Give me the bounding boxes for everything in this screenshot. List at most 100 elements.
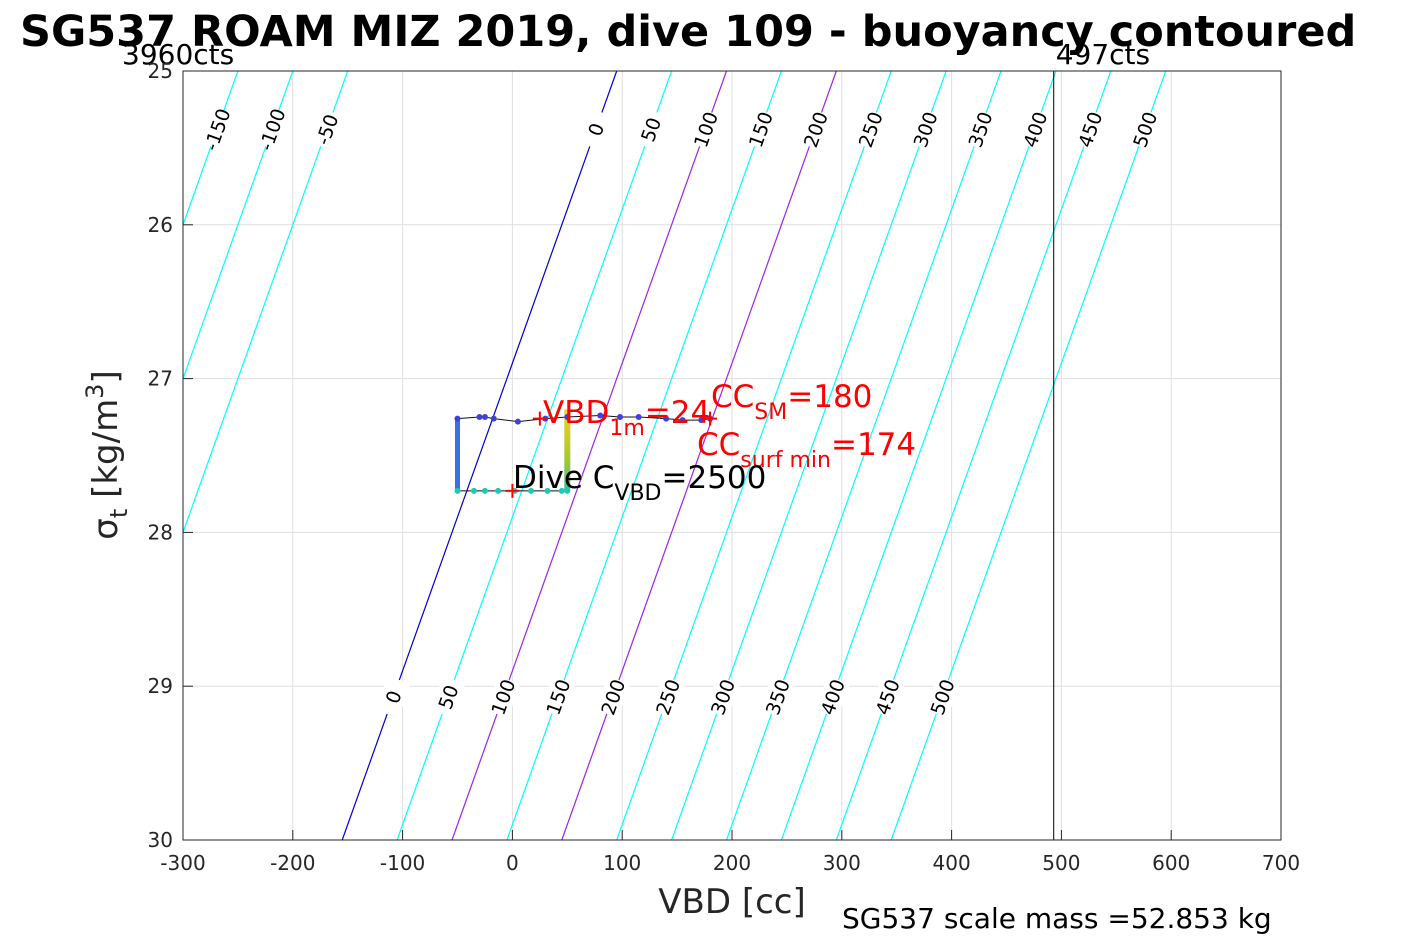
- contour-label-bottom: 300: [707, 677, 740, 719]
- buoyancy-contours: [0, 71, 1167, 840]
- cc-surf-main: CC: [697, 427, 740, 463]
- contour-line-500: [890, 71, 1167, 840]
- count-label: 3960cts: [122, 38, 234, 71]
- contour-line-100: [451, 71, 728, 840]
- contour-label-top: 350: [965, 109, 998, 151]
- contour-label-bottom: 100: [488, 677, 521, 719]
- contour-line--300: [0, 71, 73, 840]
- y-axis-label-sub: t: [105, 509, 133, 518]
- x-tick-label: 600: [1152, 851, 1190, 875]
- contour-label-bg: [815, 675, 850, 718]
- cc-sm-annotation: CCSM=180: [711, 379, 872, 425]
- contour-label-bg: [760, 675, 795, 718]
- contour-label-top: 200: [800, 109, 833, 151]
- contour-label-bg: [907, 108, 943, 151]
- contour-line--350: [0, 71, 18, 840]
- y-tick-label: 30: [148, 828, 173, 852]
- contour-label-bg: [1017, 108, 1053, 151]
- contour-label-bg: [485, 675, 521, 718]
- contour-label-bottom: 450: [872, 677, 905, 719]
- contour-line-0: [341, 71, 618, 840]
- x-tick-label: -300: [160, 851, 205, 875]
- track-point-upper: [454, 415, 461, 422]
- x-axis-label: VBD [cc]: [658, 882, 806, 922]
- cc-surf-min-annotation: CCsurf min=174: [697, 427, 916, 473]
- contour-label-bg: [199, 108, 235, 151]
- contour-label-bg: [309, 108, 345, 151]
- cc-surf-sub: surf min: [740, 448, 831, 473]
- contour-label-bg: [924, 675, 960, 718]
- contour-label-bg: [254, 108, 290, 151]
- scale-mass-footer: SG537 scale mass =52.853 kg: [842, 902, 1272, 935]
- contour-label-bg: [375, 675, 411, 718]
- y-tick-label: 28: [148, 520, 173, 544]
- contour-label-top: -150: [200, 106, 235, 154]
- count-label: 497cts: [1056, 38, 1150, 71]
- track-point-lower: [495, 487, 502, 494]
- contour-label-bg: [430, 675, 466, 718]
- contour-label-bottom: 250: [652, 677, 685, 719]
- y-ticks: 25 26 27 28 29 30: [148, 59, 193, 852]
- contour-line-50: [396, 71, 673, 840]
- count-lines: 497cts 3960cts: [122, 38, 1150, 840]
- track-point-upper: [698, 417, 705, 424]
- track-point-upper: [617, 414, 624, 421]
- contour-label-top: 500: [1129, 109, 1162, 151]
- y-tick-label: 29: [148, 674, 173, 698]
- track-point-upper: [476, 414, 483, 421]
- contour-label-top: 150: [745, 109, 778, 151]
- contour-label-top: 400: [1020, 109, 1053, 151]
- contour-label-bg: [870, 675, 905, 718]
- contour-label-bg: [1127, 108, 1163, 151]
- cc-sm-sub: SM: [754, 400, 787, 425]
- x-ticks: -300 -200 -100 0 100 200 300 400 500 600 700: [160, 830, 1300, 875]
- track-point-lower: [544, 487, 551, 494]
- track-point-upper: [597, 412, 604, 419]
- track-point-lower: [564, 487, 571, 494]
- dive-cvbd-sub: VBD: [614, 481, 661, 506]
- contour-label-bg: [962, 108, 998, 151]
- contour-label-top: 100: [690, 109, 723, 151]
- dive-cvbd-main: Dive C: [513, 460, 614, 496]
- dive-cvbd-annotation: Dive CVBD=2500: [513, 460, 766, 506]
- contour-label-top: -100: [255, 106, 290, 154]
- track-point-upper: [481, 414, 488, 421]
- x-tick-label: 100: [603, 851, 641, 875]
- y-axis-label-sup: 3: [81, 384, 109, 399]
- track-point-lower: [481, 487, 488, 494]
- y-tick-label: 27: [148, 367, 173, 391]
- contour-label-top: 450: [1074, 109, 1107, 151]
- contour-label-bg: [688, 108, 724, 151]
- y-axis-label-close: ]: [86, 370, 126, 383]
- contour-label-bottom: 200: [597, 677, 630, 719]
- y-axis-label-sigma: σ: [86, 518, 126, 540]
- track-point-upper: [490, 415, 497, 422]
- cc-surf-value: =174: [831, 427, 916, 463]
- contour-label-bg: [650, 675, 686, 718]
- contour-label-bg: [798, 108, 833, 151]
- track-point-upper: [679, 417, 686, 424]
- contour-label-bottom: 350: [762, 677, 795, 719]
- contour-label-top: 250: [855, 109, 888, 151]
- contour-line--50: [183, 71, 349, 535]
- vbd-1m-main: VBD: [543, 395, 609, 431]
- x-tick-label: 0: [506, 851, 519, 875]
- vbd-1m-value: =24: [645, 395, 710, 431]
- chart-title: SG537 ROAM MIZ 2019, dive 109 - buoyancy…: [20, 7, 1356, 57]
- track-point-lower: [558, 487, 565, 494]
- track-right-ascent: [564, 409, 571, 491]
- contour-label-bg: [595, 675, 631, 718]
- track-point-lower: [528, 487, 535, 494]
- x-tick-label: 500: [1042, 851, 1080, 875]
- y-tick-label: 26: [148, 213, 173, 237]
- track-point-upper: [635, 414, 642, 421]
- dive-track: [454, 409, 718, 498]
- y-axis-label-units: [kg/m: [86, 399, 126, 509]
- x-tick-label: 400: [933, 851, 971, 875]
- contour-label-bg: [578, 108, 614, 151]
- contour-label-bg: [1072, 108, 1108, 151]
- track-point-upper: [663, 415, 670, 422]
- y-tick-label: 25: [148, 59, 173, 83]
- x-tick-label: 200: [713, 851, 751, 875]
